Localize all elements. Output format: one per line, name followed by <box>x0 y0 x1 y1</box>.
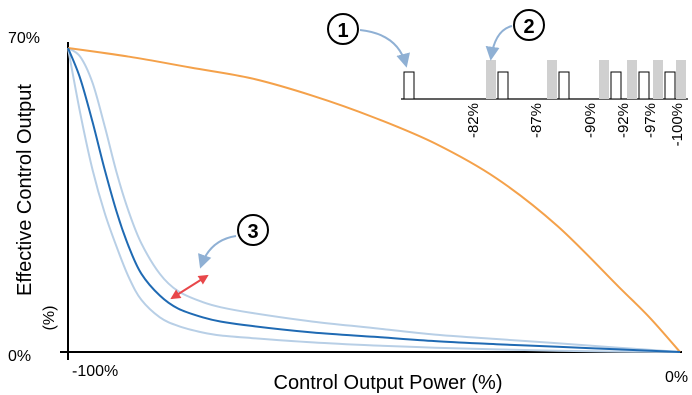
pulse <box>610 71 622 100</box>
pulse-gap-band <box>599 60 609 99</box>
x-tick-label-max: 0% <box>665 369 688 386</box>
callout-2-label: 2 <box>523 16 534 38</box>
pulse <box>558 71 570 100</box>
x-tick-label-min: -100% <box>72 363 118 380</box>
pulse-marker-label: -87% <box>528 103 545 138</box>
pulse-gap-band <box>547 60 557 99</box>
pulse <box>403 71 415 100</box>
callout-3-circle <box>237 214 269 246</box>
y-axis-label: Effective Control Output <box>14 84 36 296</box>
callout-2-circle <box>513 9 545 41</box>
y-tick-label-min: 0% <box>8 348 31 365</box>
pulse-gap-band <box>486 60 496 99</box>
pulse-gap-band <box>653 60 663 99</box>
callout-1-arrow <box>359 29 410 68</box>
series-main-curve <box>67 47 681 353</box>
pulse-inset: -82% -87% -90% -92% -97% -100% <box>401 60 688 146</box>
callout-3-arrow <box>198 235 237 269</box>
pulse-gap-band <box>676 60 686 99</box>
pulse-marker-label: -82% <box>465 103 482 138</box>
y-axis-unit: (%) <box>41 306 58 331</box>
pulse <box>638 71 650 100</box>
pulse-marker-label: -90% <box>582 103 599 138</box>
callout-1-label: 1 <box>337 20 348 42</box>
series-upper-bound-curve <box>67 47 681 353</box>
series-orange-curve <box>67 47 681 353</box>
series-lower-bound-curve <box>67 47 681 353</box>
spread-arrow <box>170 274 209 300</box>
pulse-marker-label: -92% <box>615 103 632 138</box>
callout-1-circle <box>327 13 359 45</box>
pulse-marker-label: -97% <box>642 103 659 138</box>
callout-2-arrow <box>485 25 513 61</box>
pulse-gap-band <box>627 60 637 99</box>
x-axis-label: Control Output Power (%) <box>274 372 503 394</box>
y-tick-label-max: 70% <box>8 30 40 47</box>
pulse-marker-label: -100% <box>669 103 686 146</box>
callout-3-label: 3 <box>247 221 258 243</box>
pulse <box>497 71 509 100</box>
pulse <box>664 71 676 100</box>
series-layer <box>67 47 681 353</box>
